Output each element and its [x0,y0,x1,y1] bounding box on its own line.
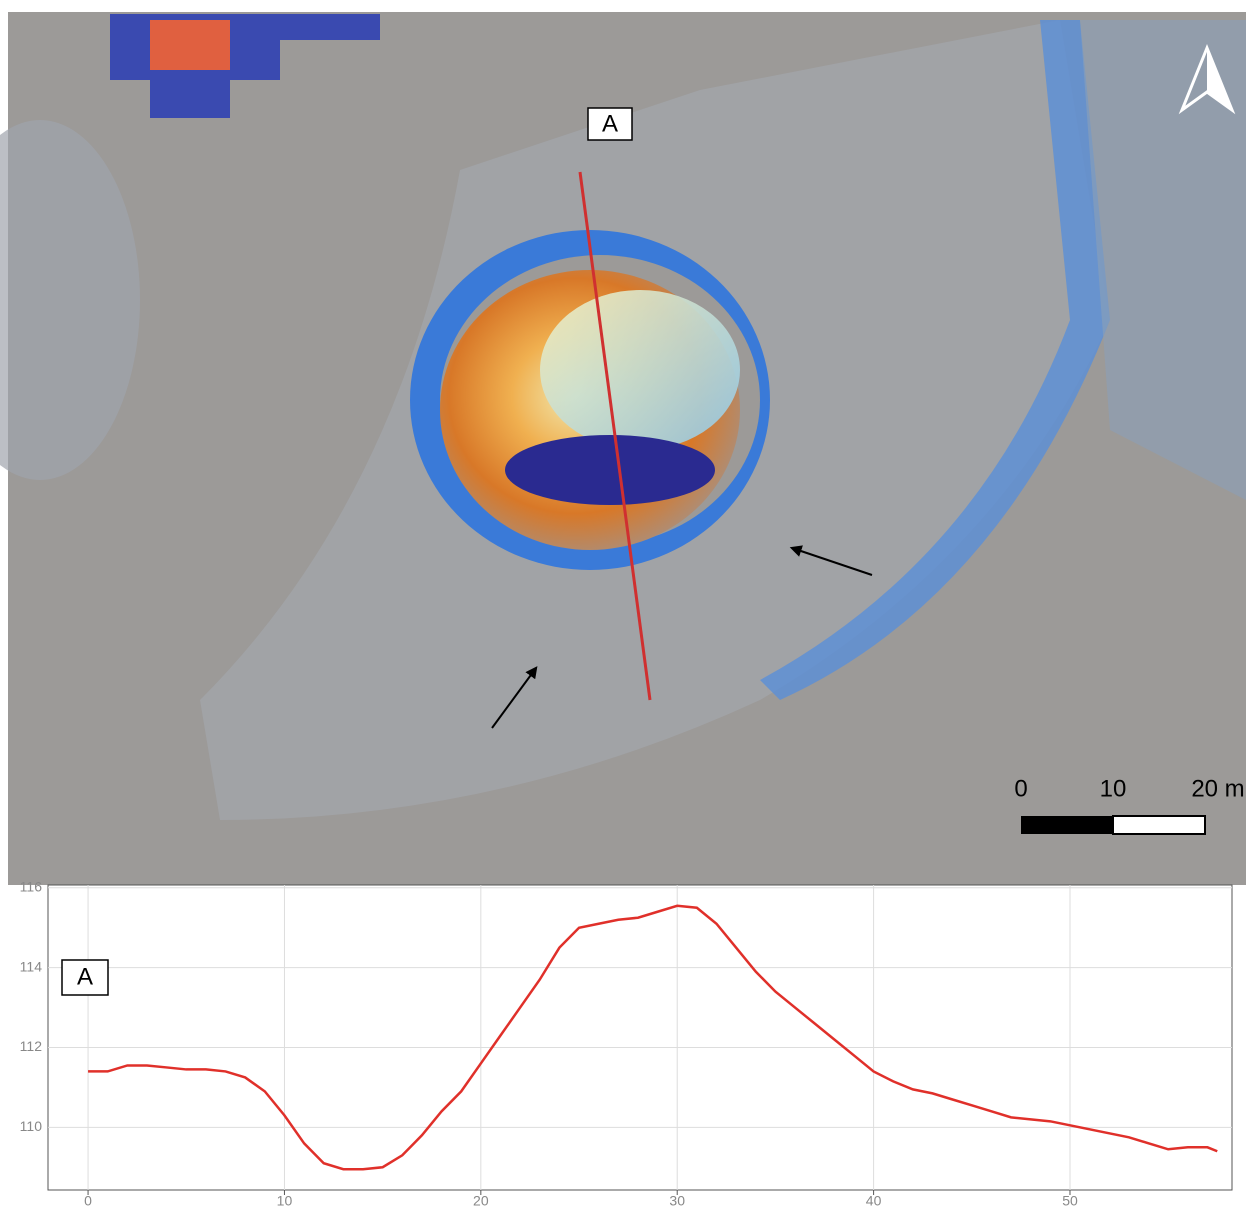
annotation: A [77,963,93,990]
scale-bar [1113,816,1205,834]
mound-shadow [505,435,715,505]
profile-chart: A 110 112 114 116 0 10 20 30 40 50 [20,878,1232,1207]
profile-label: A [602,110,618,137]
scale-label: 0 [1014,775,1027,802]
x-tick-label: 30 [669,1193,685,1207]
x-tick-label: 40 [866,1193,882,1207]
building [150,20,230,70]
x-tick-label: 20 [473,1193,489,1207]
y-tick-label: 116 [20,878,43,894]
x-tick-label: 50 [1062,1193,1078,1207]
x-tick-label: 0 [84,1193,92,1207]
x-tick-label: 10 [277,1193,293,1207]
y-tick-label: 112 [20,1038,43,1054]
y-tick-label: 110 [20,1118,43,1134]
y-tick-label: 114 [20,958,43,974]
plot-area [48,885,1232,1190]
scale-label: 10 [1100,775,1127,802]
map: A 0 10 20 m [0,12,1246,885]
scale-label: 20 m [1191,775,1244,802]
mound-top [540,290,740,450]
scale-bar [1021,816,1113,834]
figure: A 0 10 20 m A 110 112 114 116 0 10 20 30 40 50 [0,0,1246,1207]
